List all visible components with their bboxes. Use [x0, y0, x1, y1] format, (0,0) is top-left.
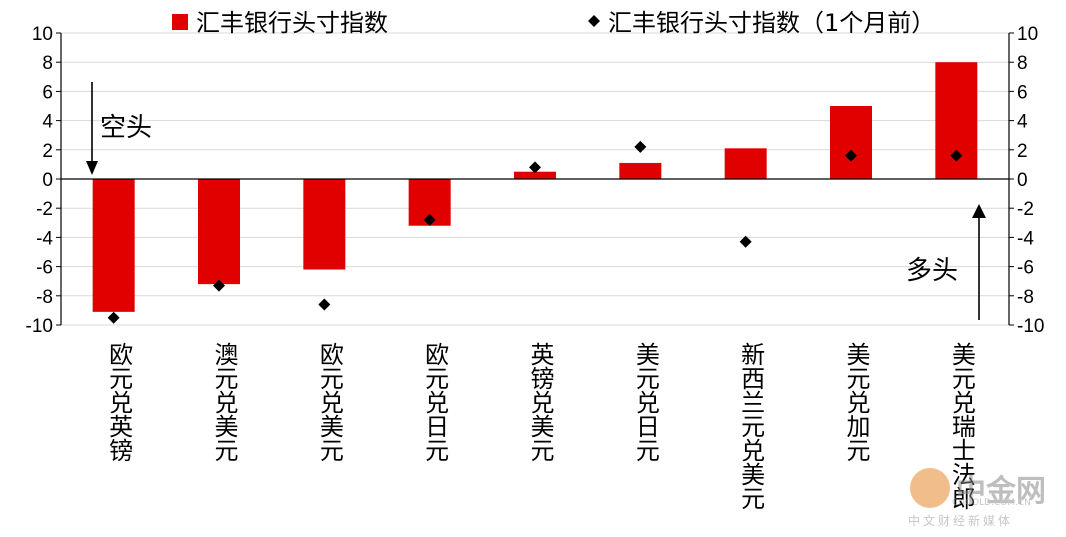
watermark-logo: 中金网 CNGOLD.COM.CN 中文财经新媒体	[906, 462, 1056, 532]
category-label: 欧元兑日元	[420, 342, 449, 462]
y-right-tick-label: 10	[1017, 24, 1038, 45]
short-arrow-head	[86, 161, 98, 175]
y-left-tick-label: -8	[36, 287, 53, 308]
long-arrow-head	[972, 204, 986, 218]
marker-point	[950, 149, 963, 162]
y-left-tick-label: 6	[42, 82, 53, 103]
category-label: 澳元兑美元	[210, 342, 238, 462]
marker-point	[845, 149, 857, 162]
bars-group	[92, 62, 978, 312]
marker-point	[318, 298, 331, 311]
legend-marker-label: 汇丰银行头寸指数（1个月前）	[608, 9, 935, 37]
bar	[198, 179, 240, 285]
y-right-tick-label: 2	[1017, 141, 1028, 162]
y-axis-left-ticks: 10 8 6 4 2 0 -2 -4 -6 -8 -10	[26, 24, 54, 337]
y-left-tick-label: 4	[42, 112, 53, 133]
category-label: 美元兑加元	[842, 342, 870, 462]
y-right-tick-label: 4	[1017, 112, 1028, 133]
y-right-tick-label: 6	[1017, 82, 1028, 103]
y-right-tick-label: 0	[1017, 170, 1028, 191]
y-left-tick-label: -10	[26, 316, 53, 337]
bar	[514, 171, 556, 179]
category-label: 英镑兑美元	[526, 342, 554, 462]
legend-bar-label: 汇丰银行头寸指数	[196, 9, 388, 37]
marker-point	[423, 213, 436, 226]
category-label: 美元兑日元	[631, 342, 660, 462]
legend-marker-swatch	[588, 15, 600, 27]
marker-point	[213, 279, 225, 292]
y-left-tick-label: 10	[32, 24, 53, 45]
marker-point	[529, 161, 541, 174]
y-left-tick-label: -4	[36, 228, 53, 249]
watermark-url: CNGOLD.COM.CN	[952, 498, 1031, 508]
y-left-tick-label: 8	[42, 53, 53, 74]
marker-point	[739, 235, 752, 248]
bar	[724, 148, 767, 179]
marker-point	[107, 311, 120, 324]
logo-circle-icon	[910, 468, 950, 508]
watermark-sub: 中文财经新媒体	[908, 514, 1014, 528]
axes-group	[56, 32, 1014, 326]
y-left-tick-label: -6	[36, 258, 53, 279]
y-left-tick-label: 2	[42, 141, 53, 162]
y-right-tick-label: -2	[1017, 199, 1034, 220]
y-left-tick-label: -2	[36, 199, 53, 220]
y-left-tick-label: 0	[42, 170, 53, 191]
annotation-long: 多头	[906, 256, 958, 286]
category-label: 欧元兑美元	[315, 342, 344, 462]
y-right-tick-label: -4	[1017, 228, 1034, 249]
y-right-tick-label: 8	[1017, 53, 1028, 74]
annotation-short: 空头	[100, 113, 152, 143]
bar	[619, 162, 662, 179]
y-axis-right-ticks: 10 8 6 4 2 0 -2 -4 -6 -8 -10	[1017, 24, 1044, 337]
y-right-tick-label: -6	[1017, 258, 1034, 279]
bar	[303, 179, 346, 270]
category-label: 新西兰元兑美元	[736, 342, 765, 510]
bar	[92, 179, 135, 312]
category-label: 欧元兑英镑	[104, 342, 133, 462]
y-right-tick-label: -10	[1017, 316, 1044, 337]
marker-point	[634, 140, 647, 153]
y-right-tick-label: -8	[1017, 287, 1034, 308]
legend-bar-swatch	[172, 14, 188, 30]
markers-group	[107, 140, 963, 324]
bar	[830, 106, 872, 179]
category-label: 美元兑瑞士法郎	[947, 342, 976, 510]
watermark-brand: 中金网	[956, 474, 1046, 509]
